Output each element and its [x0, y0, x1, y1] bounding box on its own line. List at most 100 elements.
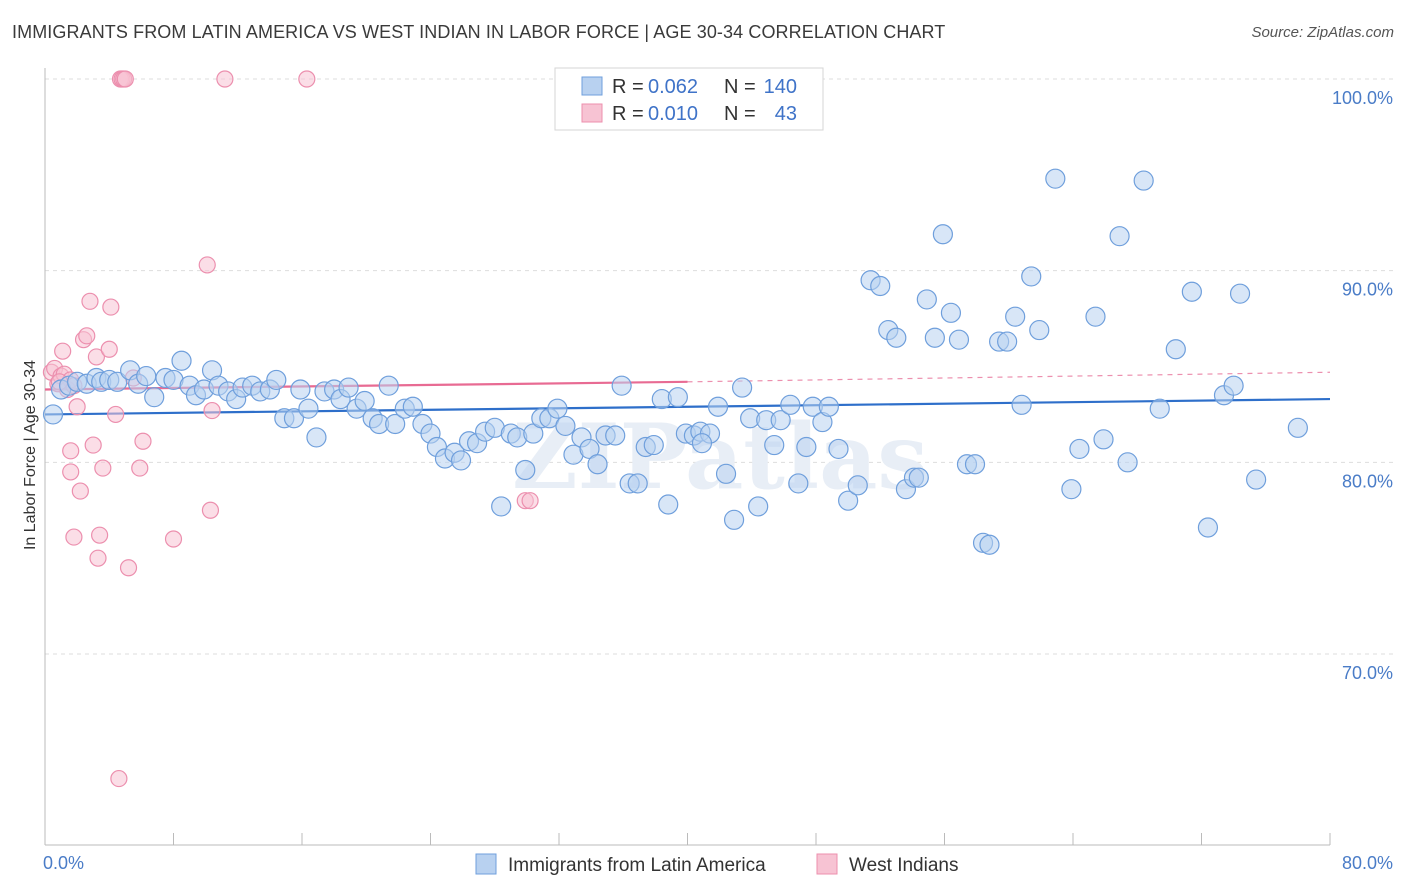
latin-america-point	[715, 463, 737, 484]
latin-america-point	[691, 433, 713, 454]
y-axis-title: In Labor Force | Age 30-34	[22, 360, 39, 550]
latin-america-point	[144, 387, 165, 408]
latin-america-point	[1149, 398, 1170, 419]
legend-swatch-blue	[581, 76, 603, 96]
grid	[45, 78, 1393, 655]
latin-america-point	[491, 496, 512, 517]
west-indians-point	[78, 327, 96, 345]
latin-america-point	[1197, 517, 1219, 538]
west-indians-point	[94, 459, 112, 477]
trend-line-west-indians-extrapolated	[687, 371, 1331, 383]
latin-america-point	[605, 425, 626, 446]
legend-n-value-1: 140	[764, 76, 797, 98]
latin-america-point	[732, 377, 753, 398]
legend-r-label-2: R =	[612, 103, 644, 125]
latin-america-point	[1133, 170, 1154, 191]
latin-america-point	[908, 467, 929, 488]
latin-america-point	[354, 390, 375, 412]
latin-america-point	[964, 454, 986, 475]
latin-america-point	[1029, 319, 1050, 341]
latin-america-point	[283, 408, 305, 429]
latin-america-point	[42, 404, 64, 425]
latin-america-point	[788, 473, 809, 494]
west-indians-point	[198, 256, 216, 274]
west-indians-point	[521, 492, 539, 510]
latin-america-point	[948, 329, 970, 350]
y-tick-label-90: 90.0%	[1342, 280, 1393, 300]
latin-america-point	[1069, 438, 1090, 460]
west-indians-point	[87, 348, 106, 366]
trend-line-latin-america	[44, 397, 1331, 416]
x-max-label: 80.0%	[1342, 853, 1393, 873]
stats-legend: R = 0.062 N = 140 R = 0.010 N = 43	[554, 67, 824, 131]
bottom-swatch-blue	[475, 853, 497, 875]
west-indians-points	[42, 70, 539, 788]
latin-america-point	[1246, 469, 1267, 490]
latin-america-point	[643, 434, 664, 456]
latin-america-point	[932, 224, 953, 245]
latin-america-point	[515, 459, 536, 481]
legend-r-value-1: 0.062	[648, 76, 698, 98]
west-indians-point	[54, 342, 72, 360]
west-indians-point	[62, 463, 80, 481]
latin-america-point	[171, 350, 192, 371]
west-indians-point	[62, 442, 80, 460]
latin-america-point	[764, 434, 785, 456]
legend-n-value-2: 43	[775, 103, 797, 125]
latin-america-point	[940, 302, 962, 323]
west-indians-point	[110, 769, 128, 788]
latin-america-point	[450, 450, 472, 471]
latin-america-point	[1045, 168, 1066, 189]
latin-america-point	[298, 398, 319, 419]
latin-america-point	[667, 387, 688, 408]
x-min-label: 0.0%	[43, 853, 84, 873]
legend-r-value-2: 0.010	[648, 103, 698, 125]
latin-america-point	[997, 331, 1018, 352]
legend-n-label-1: N =	[724, 76, 756, 98]
west-indians-point	[65, 528, 83, 546]
west-indians-point	[84, 436, 102, 454]
latin-america-point	[338, 377, 359, 398]
latin-america-point	[847, 475, 868, 496]
latin-america-point	[627, 473, 648, 494]
west-indians-point	[81, 292, 99, 310]
latin-america-point	[924, 327, 945, 348]
latin-america-point	[870, 275, 891, 297]
latin-america-point	[838, 490, 859, 511]
latin-america-point	[1021, 266, 1042, 287]
y-tick-label-70: 70.0%	[1342, 663, 1393, 683]
latin-america-point	[547, 398, 568, 419]
latin-america-point	[290, 379, 311, 400]
latin-america-point	[707, 396, 729, 417]
west-indians-point	[91, 526, 109, 544]
legend-swatch-pink	[581, 103, 603, 123]
latin-america-point	[1287, 417, 1308, 438]
latin-america-point	[266, 369, 287, 391]
west-indians-point	[89, 549, 107, 567]
west-indians-point	[107, 405, 125, 424]
latin-america-point	[107, 371, 128, 392]
west-indians-point	[134, 432, 152, 450]
west-indians-point	[216, 70, 234, 88]
latin-america-point	[555, 415, 576, 437]
latin-america-point	[1229, 283, 1251, 304]
latin-america-point	[796, 436, 817, 458]
latin-america-point	[1093, 429, 1114, 450]
latin-america-point	[306, 427, 327, 448]
west-indians-point	[203, 401, 221, 420]
west-indians-point	[68, 398, 86, 416]
latin-america-point	[1109, 226, 1130, 247]
chart-title: IMMIGRANTS FROM LATIN AMERICA VS WEST IN…	[12, 22, 946, 42]
west-indians-point	[116, 70, 134, 88]
latin-america-point	[916, 289, 937, 310]
latin-america-point	[770, 410, 791, 431]
y-tick-labels: 70.0% 80.0% 90.0% 100.0%	[1332, 88, 1393, 683]
latin-america-points	[42, 168, 1308, 555]
bottom-legend-label-2: West Indians	[849, 855, 958, 876]
west-indians-point	[298, 70, 316, 88]
latin-america-point	[1061, 479, 1082, 500]
latin-america-point	[780, 394, 801, 415]
legend-n-label-2: N =	[724, 103, 756, 125]
latin-america-point	[658, 494, 679, 515]
